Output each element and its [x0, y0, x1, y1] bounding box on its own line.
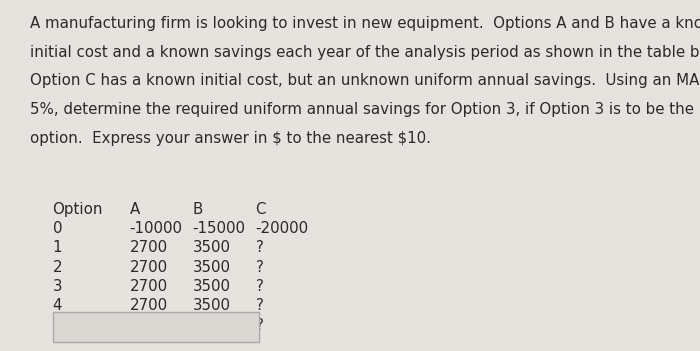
Text: -20000: -20000 — [256, 221, 309, 236]
Text: Option: Option — [52, 202, 103, 217]
FancyBboxPatch shape — [52, 312, 259, 342]
Text: ?: ? — [256, 279, 263, 294]
Text: 3500: 3500 — [193, 240, 230, 256]
Text: 5: 5 — [52, 318, 62, 333]
Text: 2700: 2700 — [130, 240, 167, 256]
Text: ?: ? — [256, 318, 263, 333]
Text: 4: 4 — [52, 298, 62, 313]
Text: 2: 2 — [52, 260, 62, 275]
Text: initial cost and a known savings each year of the analysis period as shown in th: initial cost and a known savings each ye… — [30, 45, 700, 60]
Text: 3500: 3500 — [193, 318, 230, 333]
Text: 2700: 2700 — [130, 260, 167, 275]
Text: ?: ? — [256, 298, 263, 313]
Text: 2700: 2700 — [130, 298, 167, 313]
Text: 3500: 3500 — [193, 260, 230, 275]
Text: C: C — [256, 202, 266, 217]
Text: 1: 1 — [52, 240, 62, 256]
Text: 0: 0 — [52, 221, 62, 236]
Text: 2700: 2700 — [130, 279, 167, 294]
Text: ?: ? — [256, 240, 263, 256]
Text: A manufacturing firm is looking to invest in new equipment.  Options A and B hav: A manufacturing firm is looking to inves… — [30, 16, 700, 31]
Text: A: A — [130, 202, 140, 217]
Text: -10000: -10000 — [130, 221, 183, 236]
Text: option.  Express your answer in \$ to the nearest \$10.: option. Express your answer in \$ to the… — [30, 131, 431, 146]
Text: 3500: 3500 — [193, 298, 230, 313]
Text: -15000: -15000 — [193, 221, 246, 236]
Text: 3: 3 — [52, 279, 62, 294]
Text: B: B — [193, 202, 203, 217]
Text: 2700: 2700 — [130, 318, 167, 333]
Text: ?: ? — [256, 260, 263, 275]
Text: 3500: 3500 — [193, 279, 230, 294]
Text: Option C has a known initial cost, but an unknown uniform annual savings.  Using: Option C has a known initial cost, but a… — [30, 73, 700, 88]
Text: 5%, determine the required uniform annual savings for Option 3, if Option 3 is t: 5%, determine the required uniform annua… — [30, 102, 700, 117]
